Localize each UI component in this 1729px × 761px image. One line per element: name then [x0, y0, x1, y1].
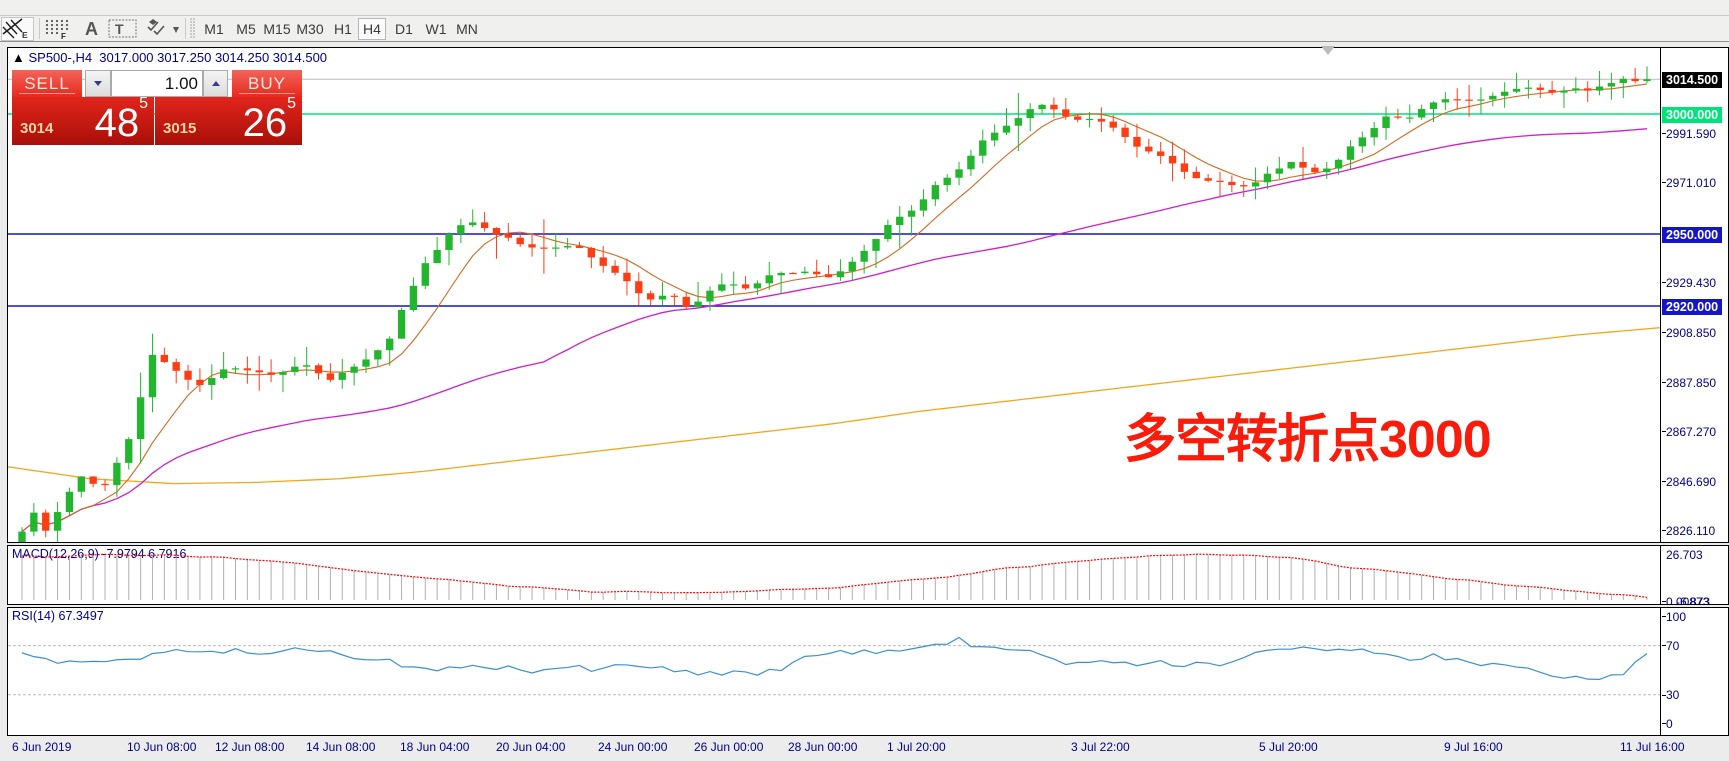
svg-text:E: E	[22, 30, 28, 40]
svg-text:T: T	[115, 21, 124, 37]
svg-text:F: F	[61, 32, 66, 40]
